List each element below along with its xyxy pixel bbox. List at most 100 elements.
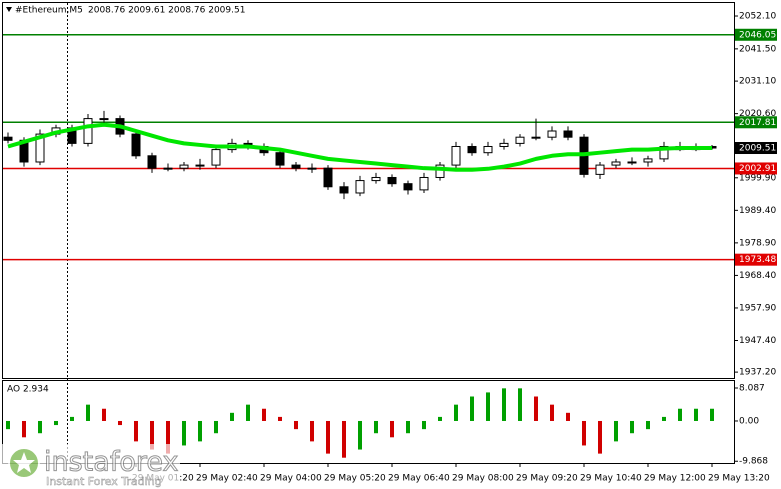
ao-bar bbox=[582, 420, 586, 446]
candle-body bbox=[643, 158, 653, 163]
candle-body bbox=[435, 164, 445, 178]
y-tick-label: 0.00 bbox=[739, 416, 759, 426]
y-tick-label: 2031.10 bbox=[739, 77, 776, 87]
ao-bar bbox=[182, 420, 186, 446]
ao-bar bbox=[70, 416, 74, 421]
ao-bar bbox=[566, 412, 570, 421]
y-tick-label: 1989.40 bbox=[739, 206, 776, 216]
ao-bar bbox=[246, 404, 250, 421]
candle-body bbox=[467, 145, 477, 154]
ao-bar bbox=[230, 412, 234, 421]
ao-bar bbox=[614, 420, 618, 442]
ao-bar bbox=[550, 404, 554, 421]
moving-average bbox=[7, 122, 712, 172]
plot-layer: 2052.10 2041.50 2031.10 2020.60 1999.90 1989.… bbox=[3, 12, 777, 467]
ao-bar bbox=[54, 420, 58, 426]
level-label: 2017.81 bbox=[739, 118, 776, 128]
level-label: 2046.05 bbox=[739, 30, 776, 40]
ao-bar bbox=[454, 404, 458, 421]
candle-body bbox=[499, 142, 509, 147]
ao-bar bbox=[86, 404, 90, 421]
y-tick-label: 2052.10 bbox=[739, 12, 776, 22]
candle-body bbox=[147, 155, 157, 169]
indicator-title: AO 2.934 bbox=[7, 385, 49, 395]
level-label-box bbox=[735, 116, 777, 129]
ao-bar bbox=[534, 396, 538, 421]
x-tick-label: 29 May 13:20 bbox=[708, 474, 770, 484]
symbol-title: #Ethereum,M5 bbox=[15, 6, 83, 16]
candle-body bbox=[355, 180, 365, 194]
last-price-label: 2009.51 bbox=[739, 144, 776, 154]
candle-body bbox=[323, 167, 333, 188]
ao-bar bbox=[310, 420, 314, 442]
ao-bar bbox=[326, 420, 330, 454]
ao-bar bbox=[438, 416, 442, 421]
level-label: 1973.48 bbox=[739, 255, 776, 265]
ao-bar bbox=[342, 420, 346, 458]
ao-bar bbox=[102, 408, 106, 421]
candle-body bbox=[371, 176, 381, 182]
x-tick-label: 29 May 02:40 bbox=[196, 474, 258, 484]
candle-body bbox=[163, 167, 173, 170]
x-tick-label: 29 May 08:00 bbox=[452, 474, 514, 484]
y-tick-label: 2020.60 bbox=[739, 109, 776, 119]
candle-body bbox=[627, 161, 637, 164]
ao-bar bbox=[374, 420, 378, 434]
ao-bar bbox=[422, 420, 426, 430]
candle-body bbox=[547, 130, 557, 138]
level-label-box bbox=[735, 162, 777, 175]
ao-bar bbox=[358, 420, 362, 450]
ao-bar bbox=[662, 416, 666, 421]
x-tick-label: 29 May 09:20 bbox=[516, 474, 578, 484]
x-tick-label: 29 May 12:00 bbox=[644, 474, 706, 484]
candle-body bbox=[307, 167, 317, 170]
candle-body bbox=[195, 164, 205, 167]
ao-bar bbox=[278, 416, 282, 421]
y-tick-label: 1978.90 bbox=[739, 238, 776, 248]
x-tick-label: 29 May 04:00 bbox=[260, 474, 322, 484]
y-tick-label: 1957.90 bbox=[739, 303, 776, 313]
panel-arrow bbox=[6, 7, 12, 12]
ao-bar bbox=[118, 420, 122, 426]
candle-body bbox=[339, 186, 349, 194]
ao-bar bbox=[214, 420, 218, 434]
candle-body bbox=[403, 183, 413, 191]
candle-body bbox=[419, 176, 429, 191]
y-tick-label: 8.087 bbox=[739, 383, 765, 393]
ao-bar bbox=[694, 408, 698, 421]
candle-body bbox=[3, 136, 13, 141]
candle-body bbox=[531, 136, 541, 139]
candle-body bbox=[211, 149, 221, 166]
candle-body bbox=[563, 130, 573, 138]
watermark-brand: instaforex bbox=[44, 447, 178, 478]
ao-bar bbox=[470, 396, 474, 421]
candle-body bbox=[99, 118, 109, 121]
candle-body bbox=[595, 164, 605, 175]
watermark-tagline: Instant Forex Trading bbox=[46, 475, 162, 488]
level-label-box bbox=[735, 28, 777, 41]
ohlc-text: 2008.76 2009.61 2008.76 2009.51 bbox=[88, 6, 245, 16]
ao-bar bbox=[406, 420, 410, 434]
candle-body bbox=[179, 164, 189, 169]
candle-body bbox=[387, 176, 397, 185]
y-tick-label: 1968.40 bbox=[739, 271, 776, 281]
y-tick-label: -9.868 bbox=[739, 457, 768, 467]
indicator-panel-frame bbox=[2, 380, 735, 464]
last-price-box bbox=[735, 142, 777, 155]
level-label-box bbox=[735, 253, 777, 266]
ao-bar bbox=[198, 420, 202, 442]
ao-bar bbox=[150, 420, 154, 450]
candle-body bbox=[35, 133, 45, 163]
ao-bar bbox=[598, 420, 602, 454]
price-panel-frame bbox=[2, 2, 735, 379]
ao-bar bbox=[502, 388, 506, 421]
ao-bar bbox=[22, 420, 26, 438]
ao-bar bbox=[6, 420, 10, 430]
ao-bar bbox=[646, 420, 650, 430]
candle-body bbox=[515, 136, 525, 144]
y-tick-label: 1937.20 bbox=[739, 368, 776, 378]
x-tick-label: 29 May 05:20 bbox=[324, 474, 386, 484]
candle-body bbox=[291, 164, 301, 169]
ao-bar bbox=[630, 420, 634, 434]
ao-bar bbox=[38, 420, 42, 434]
